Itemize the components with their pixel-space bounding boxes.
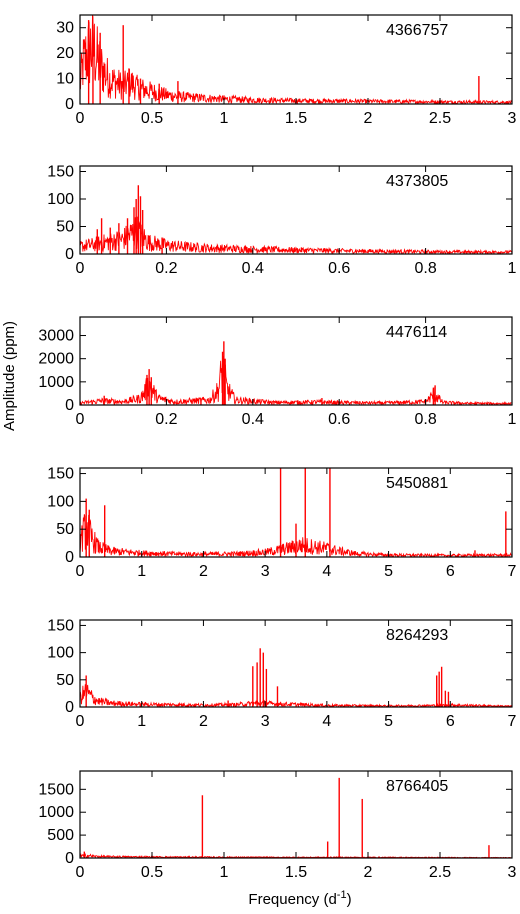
x-tick-label: 0.6	[328, 260, 350, 277]
y-tick-label: 0	[65, 397, 74, 414]
x-tick-label: 4	[322, 563, 331, 580]
x-tick-label: 1	[220, 110, 229, 127]
y-tick-label: 1500	[38, 781, 74, 798]
y-tick-label: 100	[47, 191, 74, 208]
x-tick-label: 6	[446, 713, 455, 730]
panel-label: 4476114	[386, 324, 447, 341]
y-tick-label: 1000	[38, 804, 74, 821]
spectrum-line	[80, 684, 512, 707]
panel-5450881: 0 1 2 3 4 5 6 7 0 50 100 150 5450881	[47, 466, 516, 580]
x-tick-label: 7	[508, 563, 517, 580]
x-tick-label: 1.5	[285, 864, 307, 881]
x-tick-label: 2	[364, 864, 373, 881]
y-tick-label: 50	[56, 672, 74, 689]
y-tick-label: 500	[47, 827, 74, 844]
x-tick-label: 5	[384, 563, 393, 580]
y-tick-label: 50	[56, 521, 74, 538]
x-tick-label: 0.2	[155, 260, 177, 277]
y-tick-label: 20	[56, 45, 74, 62]
x-tick-label: 0.5	[141, 110, 163, 127]
y-tick-label: 150	[47, 466, 74, 483]
x-tick-label: 0.2	[155, 411, 177, 428]
panel-label: 4373805	[386, 173, 448, 190]
y-tick-label: 150	[47, 617, 74, 634]
x-tick-label: 2.5	[429, 864, 451, 881]
x-tick-label: 0.8	[414, 411, 436, 428]
panel-4476114: 0 0.2 0.4 0.6 0.8 1 0 1000 2000 3000 4476114	[38, 316, 517, 428]
panel-8264293: 0 1 2 3 4 5 6 7 0 50 100 150 8264293	[47, 617, 516, 730]
panel-frame	[79, 165, 513, 255]
x-tick-label: 0.4	[242, 411, 264, 428]
y-tick-label: 30	[56, 20, 74, 37]
x-tick-label: 3	[261, 563, 270, 580]
panel-label: 5450881	[386, 475, 448, 492]
x-tick-label: 7	[508, 713, 517, 730]
x-tick-label: 0.8	[414, 260, 436, 277]
y-tick-label: 100	[47, 493, 74, 510]
y-tick-label: 10	[56, 71, 74, 88]
y-tick-label: 3000	[38, 328, 74, 345]
x-tick-label: 1	[508, 260, 517, 277]
spectrum-line	[80, 216, 512, 254]
panel-frame	[79, 467, 513, 558]
y-tick-label: 150	[47, 164, 74, 181]
x-tick-label: 4	[322, 713, 331, 730]
x-tick-label: 2.5	[429, 110, 451, 127]
x-tick-label: 0	[76, 260, 85, 277]
panel-8766405: 0 0.5 1 1.5 2 2.5 3 0 500 1000 1500 8766405	[38, 770, 517, 881]
x-tick-label: 5	[384, 713, 393, 730]
panel-frame	[79, 619, 513, 708]
panel-label: 8264293	[386, 627, 448, 644]
panel-4373805: 0 0.2 0.4 0.6 0.8 1 0 50 100 150 4373805	[47, 164, 516, 278]
x-tick-label: 0	[76, 110, 85, 127]
x-tick-label: 0.4	[242, 260, 264, 277]
x-tick-label: 1	[137, 713, 146, 730]
y-tick-label: 1000	[38, 374, 74, 391]
x-axis-title-superscript: -1	[337, 889, 347, 901]
x-axis-title-main: Frequency (d	[248, 891, 336, 908]
y-tick-label: 2000	[38, 351, 74, 368]
x-tick-label: 6	[446, 563, 455, 580]
y-tick-label: 0	[65, 699, 74, 716]
panel-label: 8766405	[386, 778, 448, 795]
x-tick-label: 0	[76, 411, 85, 428]
y-tick-label: 50	[56, 219, 74, 236]
x-tick-label: 2	[199, 563, 208, 580]
x-tick-label: 1	[508, 411, 517, 428]
x-tick-label: 2	[364, 110, 373, 127]
x-tick-label: 0	[76, 563, 85, 580]
y-axis-title: Amplitude (ppm)	[1, 321, 18, 431]
x-tick-label: 0.5	[141, 864, 163, 881]
x-tick-label: 0	[76, 713, 85, 730]
y-tick-label: 0	[65, 246, 74, 263]
x-tick-label: 0	[76, 864, 85, 881]
x-axis-title: Frequency (d-1)	[248, 889, 351, 908]
y-tick-label: 0	[65, 549, 74, 566]
x-tick-label: 1	[220, 864, 229, 881]
x-tick-label: 3	[508, 864, 517, 881]
spectrum-line	[80, 355, 512, 405]
x-tick-label: 1.5	[285, 110, 307, 127]
panel-label: 4366757	[386, 22, 448, 39]
y-tick-label: 100	[47, 645, 74, 662]
x-tick-label: 2	[199, 713, 208, 730]
x-tick-label: 3	[261, 713, 270, 730]
y-tick-label: 0	[65, 96, 74, 113]
y-tick-label: 0	[65, 850, 74, 867]
x-axis-title-end: )	[347, 891, 352, 908]
x-tick-label: 3	[508, 110, 517, 127]
panel-frame	[79, 316, 513, 406]
x-tick-label: 1	[137, 563, 146, 580]
x-tick-label: 0.6	[328, 411, 350, 428]
